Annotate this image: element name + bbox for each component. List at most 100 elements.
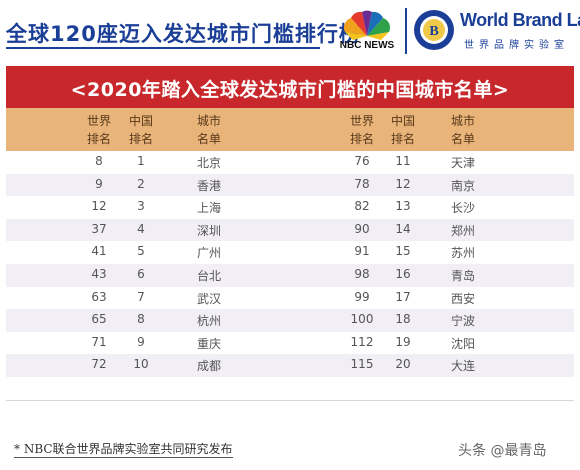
- world-rank: 76: [354, 154, 370, 168]
- china-rank: 2: [137, 176, 145, 191]
- world-rank: 9: [95, 176, 103, 191]
- city-name: 深圳: [196, 223, 221, 238]
- china-rank: 9: [137, 334, 145, 349]
- world-rank: 112: [350, 334, 374, 349]
- table-header: 世界 排名 中国 排名 城市 名单 世界 排名 中国 排名 城市 名单: [6, 108, 574, 152]
- city-name: 杭州: [196, 314, 221, 329]
- city-name: 上海: [196, 201, 221, 216]
- world-rank: 72: [91, 357, 107, 372]
- china-rank: 14: [395, 221, 411, 236]
- header-text: 世界: [86, 114, 111, 128]
- header-text: 中国: [128, 114, 153, 128]
- world-rank: 91: [354, 244, 370, 259]
- world-rank: 99: [354, 289, 370, 304]
- ranking-table: 8 1 北京 76 11 天津 9 2 香港 78 12 南京 12 3 上海 …: [6, 151, 574, 377]
- header-text: 排名: [390, 132, 415, 146]
- china-rank: 13: [395, 199, 411, 214]
- city-name: 南京: [450, 178, 475, 193]
- china-rank: 7: [137, 289, 145, 304]
- city-name: 武汉: [196, 291, 221, 306]
- banner-title: <2020年踏入全球发达城市门槛的中国城市名单>: [70, 79, 510, 101]
- title-banner: <2020年踏入全球发达城市门槛的中国城市名单>: [6, 66, 574, 108]
- china-rank: 4: [137, 221, 145, 236]
- header-text: 排名: [86, 132, 111, 146]
- city-name: 宁波: [450, 314, 475, 329]
- header-divider: [405, 8, 407, 54]
- china-rank: 11: [395, 154, 411, 168]
- header-city-right: 城市 名单: [438, 112, 488, 148]
- header-text: 城市: [196, 114, 221, 128]
- header-text: 名单: [450, 132, 475, 146]
- world-rank: 82: [354, 199, 370, 214]
- table-row: 8 1 北京 76 11 天津: [6, 151, 574, 174]
- china-rank: 6: [137, 266, 145, 281]
- city-name: 郑州: [450, 223, 475, 238]
- city-name: 长沙: [450, 201, 475, 216]
- city-name: 台北: [196, 268, 221, 283]
- city-name: 重庆: [196, 336, 221, 351]
- main-title: 全球120座迈入发达城市门槛排行榜: [6, 22, 361, 46]
- city-name: 大连: [450, 359, 475, 374]
- header-text: 城市: [450, 114, 475, 128]
- table-row: 63 7 武汉 99 17 西安: [6, 286, 574, 310]
- header-world-rank-right: 世界 排名: [342, 112, 382, 148]
- world-rank: 43: [91, 266, 107, 281]
- header-china-rank-right: 中国 排名: [388, 112, 418, 148]
- city-name: 北京: [196, 156, 221, 170]
- table-row: 9 2 香港 78 12 南京: [6, 173, 574, 197]
- city-name: 苏州: [450, 246, 475, 261]
- header-text: 名单: [196, 132, 221, 146]
- china-rank: 8: [137, 312, 145, 327]
- table-bottom-border: [6, 400, 574, 401]
- brand-subtitle: 世界品牌实验室: [464, 40, 569, 51]
- header-city-left: 城市 名单: [184, 112, 234, 148]
- city-name: 西安: [450, 291, 475, 306]
- city-name: 成都: [196, 359, 221, 374]
- city-name: 青岛: [450, 268, 475, 283]
- world-rank: 12: [91, 199, 107, 214]
- world-rank: 41: [91, 244, 107, 259]
- world-brand-lab-logo-icon: B: [414, 10, 454, 50]
- brand-name: World Brand Lab: [460, 10, 580, 30]
- header-text: 排名: [128, 132, 153, 146]
- table-row: 41 5 广州 91 15 苏州: [6, 241, 574, 264]
- world-rank: 71: [91, 334, 107, 349]
- world-rank: 63: [91, 289, 107, 304]
- world-rank: 98: [354, 266, 370, 281]
- china-rank: 17: [395, 289, 411, 304]
- header-text: 中国: [390, 114, 415, 128]
- world-rank: 100: [350, 312, 374, 327]
- china-rank: 1: [137, 154, 145, 168]
- world-rank: 65: [91, 312, 107, 327]
- china-rank: 18: [395, 312, 411, 327]
- world-rank: 90: [354, 221, 370, 236]
- table-row: 71 9 重庆 112 19 沈阳: [6, 331, 574, 355]
- table-row: 12 3 上海 82 13 长沙: [6, 196, 574, 219]
- table-row: 43 6 台北 98 16 青岛: [6, 263, 574, 287]
- source-footnote: * NBC联合世界品牌实验室共同研究发布: [14, 442, 233, 458]
- world-rank: 37: [91, 221, 107, 236]
- china-rank: 3: [137, 199, 145, 214]
- china-rank: 15: [395, 244, 411, 259]
- page-header: 全球120座迈入发达城市门槛排行榜 NBC NEWS B World Brand…: [0, 0, 580, 62]
- header-world-rank-left: 世界 排名: [84, 112, 114, 148]
- city-name: 香港: [196, 178, 221, 193]
- world-rank: 8: [95, 154, 103, 168]
- city-name: 沈阳: [450, 336, 475, 351]
- world-rank: 115: [350, 357, 374, 372]
- title-underline: [6, 47, 320, 49]
- watermark: 头条 @最青岛: [458, 443, 547, 459]
- svg-text:B: B: [429, 24, 438, 39]
- china-rank: 5: [137, 244, 145, 259]
- china-rank: 16: [395, 266, 411, 281]
- city-name: 广州: [196, 246, 221, 261]
- nbc-peacock-icon: [343, 10, 391, 40]
- table-row: 72 10 成都 115 20 大连: [6, 354, 574, 377]
- city-name: 天津: [450, 156, 475, 170]
- header-china-rank-left: 中国 排名: [126, 112, 156, 148]
- china-rank: 19: [395, 334, 411, 349]
- china-rank: 20: [395, 357, 411, 372]
- table-row: 37 4 深圳 90 14 郑州: [6, 218, 574, 242]
- header-text: 排名: [349, 132, 374, 146]
- nbc-news-label: NBC NEWS: [339, 40, 395, 51]
